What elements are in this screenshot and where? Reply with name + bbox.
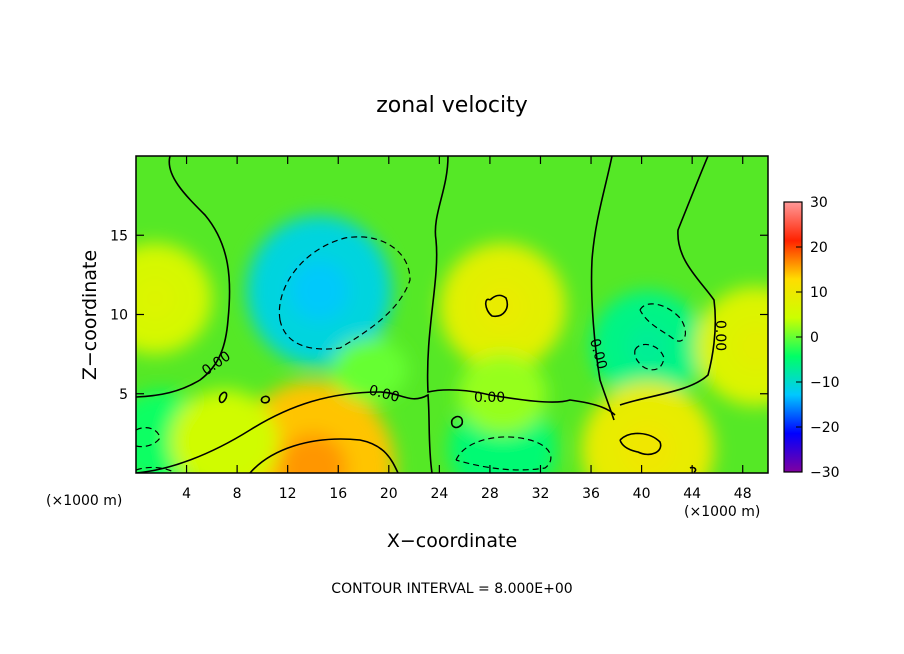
heatmap-cell bbox=[695, 286, 768, 406]
contour-label: 0.00 bbox=[367, 382, 401, 406]
x-tick-label: 16 bbox=[329, 486, 347, 502]
colorbar-tick-label: −10 bbox=[810, 375, 840, 391]
heatmap-core bbox=[477, 281, 528, 332]
heatmap-core bbox=[732, 322, 768, 370]
x-unit-label-left: (×1000 m) bbox=[46, 493, 122, 509]
y-axis-label: Z−coordinate bbox=[79, 250, 101, 380]
contour-interval-note: CONTOUR INTERVAL = 8.000E+00 bbox=[331, 581, 572, 597]
x-tick-label: 32 bbox=[532, 486, 550, 502]
negative-contours bbox=[136, 236, 687, 473]
x-tick-label: 28 bbox=[481, 486, 499, 502]
x-axis: 4 8 12 16 20 24 28 32 36 40 44 48 bbox=[182, 156, 752, 502]
heatmap-core bbox=[279, 433, 347, 473]
x-tick-label: 36 bbox=[582, 486, 600, 502]
colorbar-tick-label: 30 bbox=[810, 195, 828, 211]
y-tick-label: 10 bbox=[110, 308, 128, 324]
colorbar-tick-label: 0 bbox=[810, 330, 819, 346]
chart-title: zonal velocity bbox=[376, 93, 528, 118]
x-tick-label: 8 bbox=[233, 486, 242, 502]
colorbar-tick-label: −20 bbox=[810, 420, 840, 436]
y-tick-label: 5 bbox=[119, 387, 128, 403]
y-tick-label: 15 bbox=[110, 228, 128, 244]
colorbar-ticks: 30 20 10 0 −10 −20 −30 bbox=[796, 195, 840, 481]
contour-label: 0.00 bbox=[586, 337, 610, 371]
contour-label: 0.00 bbox=[712, 320, 728, 351]
colorbar-tick-label: 10 bbox=[810, 285, 828, 301]
heatmap-cell bbox=[458, 354, 547, 434]
heatmap-cell bbox=[331, 338, 408, 402]
x-axis-label: X−coordinate bbox=[387, 530, 517, 552]
colorbar-tick-label: 20 bbox=[810, 240, 828, 256]
y-axis: 5 10 15 bbox=[110, 228, 768, 403]
heatmap-field: 0.00 0.00 0.00 0.00 0.00 bbox=[136, 156, 768, 473]
x-tick-label: 40 bbox=[633, 486, 651, 502]
x-tick-label: 12 bbox=[279, 486, 297, 502]
x-tick-label: 4 bbox=[182, 486, 191, 502]
x-tick-label: 44 bbox=[683, 486, 701, 502]
colorbar-tick-label: −30 bbox=[810, 465, 840, 481]
contour-label: 0.00 bbox=[474, 390, 505, 406]
heatmap-core bbox=[621, 422, 675, 473]
x-unit-label-right: (×1000 m) bbox=[684, 504, 760, 520]
heatmap-core bbox=[289, 260, 349, 321]
contour-lines bbox=[136, 156, 717, 473]
x-tick-label: 20 bbox=[380, 486, 398, 502]
x-tick-label: 24 bbox=[430, 486, 448, 502]
x-tick-label: 48 bbox=[734, 486, 752, 502]
heatmap-core bbox=[136, 276, 177, 321]
heatmap-core bbox=[626, 324, 670, 369]
heatmap-cell bbox=[170, 389, 279, 473]
